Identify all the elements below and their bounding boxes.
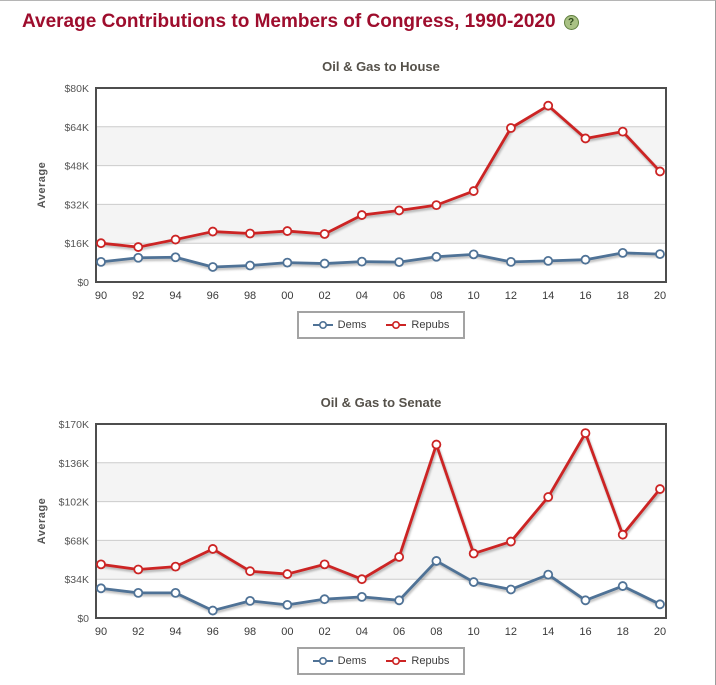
svg-text:$32K: $32K	[64, 199, 89, 211]
repubs-line-marker-icon	[386, 656, 407, 666]
svg-text:$64K: $64K	[64, 122, 89, 134]
svg-text:18: 18	[617, 290, 629, 302]
house-chart-plot[interactable]: $0 $16K $32K $48K $64K $80K 90 92 94 96 98 00 02 04 06…	[31, 82, 671, 310]
svg-text:04: 04	[356, 290, 368, 302]
svg-text:90: 90	[95, 290, 107, 302]
house-legend: Dems Repubs	[296, 311, 466, 339]
dems-line-marker-icon	[312, 656, 333, 666]
svg-text:20: 20	[654, 626, 666, 638]
svg-text:04: 04	[356, 626, 368, 638]
svg-text:20: 20	[654, 290, 666, 302]
svg-text:00: 00	[281, 626, 293, 638]
svg-text:10: 10	[468, 290, 480, 302]
svg-text:Average: Average	[36, 498, 48, 545]
svg-text:$16K: $16K	[64, 238, 89, 250]
legend-item-repubs[interactable]: Repubs	[386, 319, 449, 331]
svg-text:06: 06	[393, 290, 405, 302]
svg-text:$0: $0	[77, 613, 89, 625]
svg-text:18: 18	[617, 626, 629, 638]
svg-text:Average: Average	[36, 162, 48, 209]
svg-text:$136K: $136K	[59, 458, 89, 470]
svg-text:96: 96	[207, 290, 219, 302]
svg-text:08: 08	[430, 626, 442, 638]
dems-line-marker-icon	[312, 320, 333, 330]
legend-item-dems[interactable]: Dems	[312, 655, 367, 667]
legend-label-dems: Dems	[337, 319, 367, 331]
svg-text:10: 10	[468, 626, 480, 638]
svg-text:16: 16	[579, 290, 591, 302]
svg-text:14: 14	[542, 626, 554, 638]
svg-text:96: 96	[207, 626, 219, 638]
page-title: Average Contributions to Members of Cong…	[22, 11, 715, 33]
legend-item-dems[interactable]: Dems	[312, 319, 367, 331]
svg-text:90: 90	[95, 626, 107, 638]
svg-text:$80K: $80K	[64, 83, 89, 95]
house-chart-title: Oil & Gas to House	[322, 59, 440, 74]
svg-text:92: 92	[132, 626, 144, 638]
svg-text:12: 12	[505, 290, 517, 302]
svg-text:14: 14	[542, 290, 554, 302]
svg-text:92: 92	[132, 290, 144, 302]
house-chart-section: Oil & Gas to House $0 $16K $32K $48K $64K $80…	[0, 59, 715, 339]
svg-text:$0: $0	[77, 277, 89, 289]
svg-text:02: 02	[318, 290, 330, 302]
svg-text:$102K: $102K	[59, 497, 89, 509]
page-title-text: Average Contributions to Members of Cong…	[22, 11, 556, 32]
svg-text:$48K: $48K	[64, 161, 89, 173]
legend-label-repubs: Repubs	[411, 655, 450, 667]
senate-chart-title: Oil & Gas to Senate	[320, 395, 442, 410]
svg-text:08: 08	[430, 290, 442, 302]
help-icon[interactable]: ?	[563, 14, 579, 30]
svg-text:$170K: $170K	[59, 419, 89, 431]
svg-text:12: 12	[505, 626, 517, 638]
svg-text:98: 98	[244, 290, 256, 302]
legend-item-repubs[interactable]: Repubs	[386, 655, 449, 667]
svg-text:94: 94	[169, 626, 181, 638]
svg-text:06: 06	[393, 626, 405, 638]
repubs-line-marker-icon	[386, 320, 407, 330]
senate-chart-section: Oil & Gas to Senate $0 $34K $68K $102K $136K…	[0, 395, 715, 675]
svg-text:$68K: $68K	[64, 535, 89, 547]
svg-text:98: 98	[244, 626, 256, 638]
senate-legend: Dems Repubs	[296, 647, 466, 675]
legend-label-repubs: Repubs	[411, 319, 450, 331]
legend-label-dems: Dems	[337, 655, 367, 667]
svg-text:02: 02	[318, 626, 330, 638]
svg-text:16: 16	[579, 626, 591, 638]
senate-chart-plot[interactable]: $0 $34K $68K $102K $136K $170K 90 92 94 96 98 00 02 0…	[31, 418, 671, 646]
svg-text:94: 94	[169, 290, 181, 302]
svg-text:$34K: $34K	[64, 574, 89, 586]
svg-text:00: 00	[281, 290, 293, 302]
